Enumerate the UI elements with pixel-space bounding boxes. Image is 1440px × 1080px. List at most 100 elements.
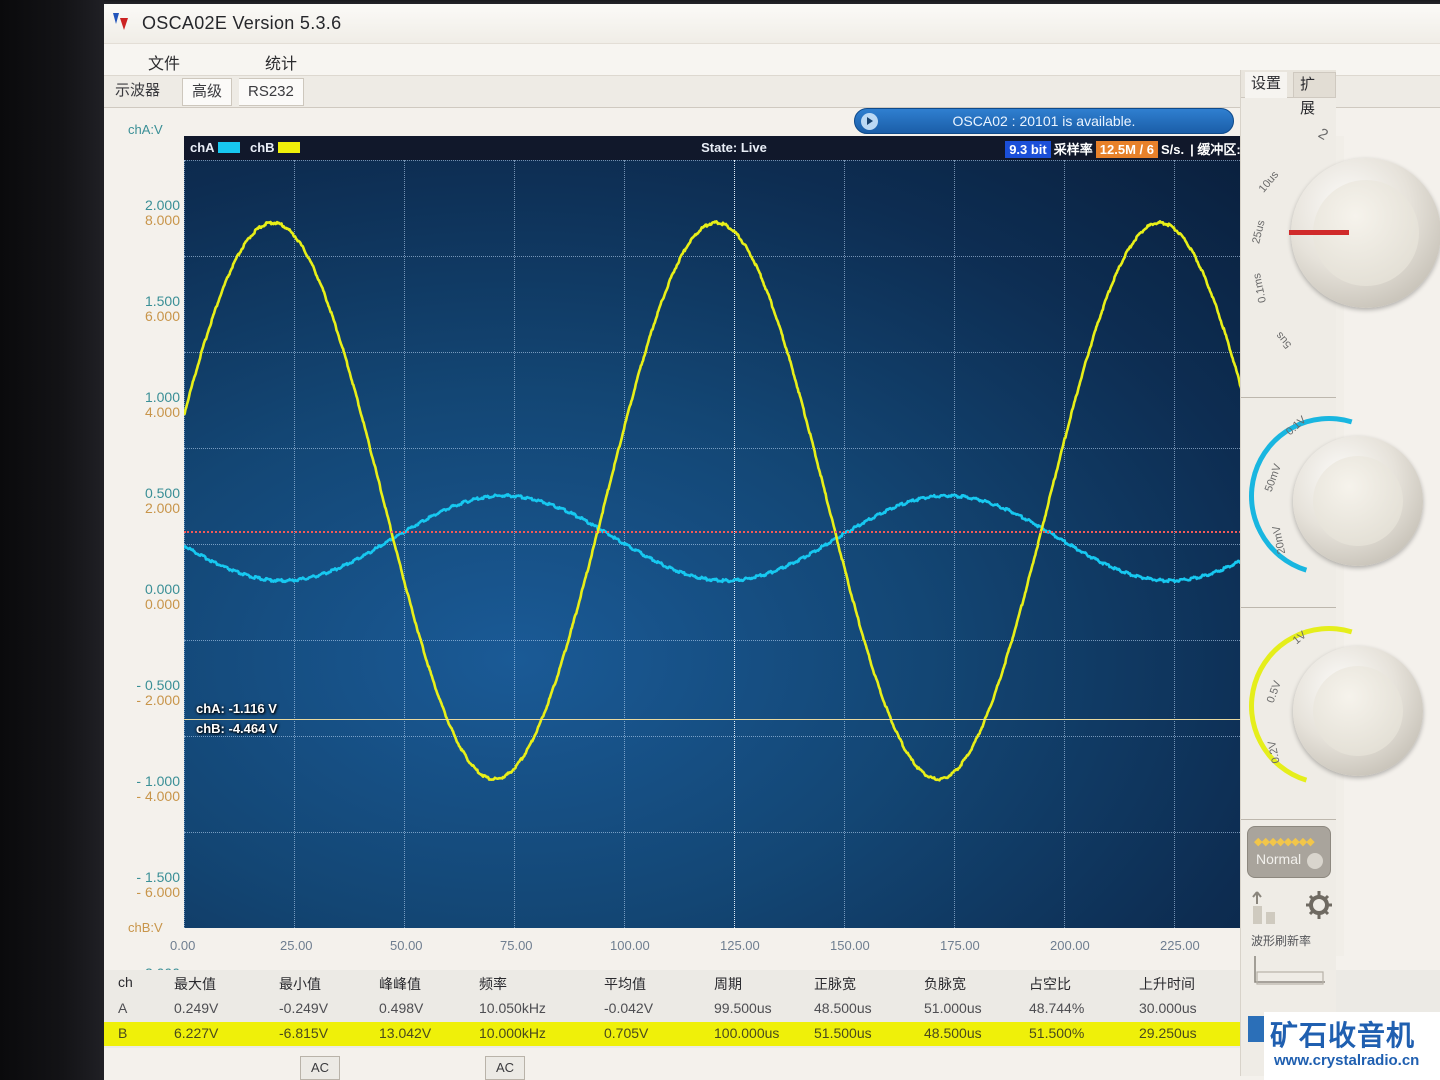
grid-horizontal <box>184 352 1284 353</box>
watermark: 矿石收音机 www.crystalradio.cn <box>1264 1012 1440 1080</box>
measure-cursor-line[interactable] <box>184 719 1284 721</box>
scope-area: OSCA02 : 20101 is available. chA chB Sta… <box>104 108 1344 996</box>
x-tick: 200.00 <box>1050 938 1090 953</box>
y-tick: 1.500 6.000 <box>145 294 180 324</box>
y-tick-cha: - 0.500 <box>136 677 180 693</box>
y-tick-chb: - 2.000 <box>136 692 180 708</box>
notification-text: OSCA02 : 20101 is available. <box>952 113 1136 129</box>
table-row: 29.250us <box>1139 1025 1197 1041</box>
grid-horizontal <box>184 544 1284 545</box>
y-tick-cha: 1.500 <box>144 293 180 309</box>
waveform-plot[interactable]: chA: -1.116 V chB: -4.464 V 2.8 <box>184 160 1284 928</box>
table-row: 48.744% <box>1029 1000 1085 1016</box>
grid-horizontal <box>184 160 1284 161</box>
status-cha-label: chA <box>190 140 215 155</box>
grid-horizontal <box>184 736 1284 737</box>
timebase-label-01ms: 0.1ms <box>1251 272 1269 304</box>
settings-panel-tabs: 设置 扩展 <box>1241 70 1336 117</box>
timebase-knob[interactable] <box>1289 158 1440 308</box>
table-row: B <box>118 1025 128 1041</box>
table-row: 100.000us <box>714 1025 780 1041</box>
status-state: State: Live <box>701 140 767 155</box>
x-tick: 175.00 <box>940 938 980 953</box>
table-row: 48.500us <box>814 1000 872 1016</box>
y-tick-chb: 2.000 <box>144 500 180 516</box>
table-row: -6.815V <box>279 1025 329 1041</box>
table-header: 平均值 <box>604 976 646 992</box>
waveform-traces <box>184 220 1284 782</box>
trigger-mode-box[interactable]: ◆◆◆◆◆◆◆◆ Normal <box>1247 826 1331 878</box>
table-header: 最小值 <box>279 976 321 992</box>
y-tick: 2.000 8.000 <box>145 198 180 228</box>
y-tick-cha: 0.000 <box>144 581 180 597</box>
notification-banner[interactable]: OSCA02 : 20101 is available. <box>854 108 1234 134</box>
status-cha[interactable]: chA <box>190 140 240 155</box>
table-header: ch <box>118 974 133 990</box>
watermark-url: www.crystalradio.cn <box>1274 1052 1420 1069</box>
y-tick-chb: 8.000 <box>144 212 180 228</box>
cursor-label-chb: chB: -4.464 V <box>196 721 278 737</box>
cha-volts-knob[interactable] <box>1293 436 1423 566</box>
table-row: 99.500us <box>714 1000 772 1016</box>
y-tick: 0.000 0.000 <box>145 582 180 612</box>
menu-item-statistics[interactable]: 统计 <box>265 56 298 73</box>
monitor-bezel-top <box>104 0 1440 6</box>
table-row: 0.249V <box>174 1000 219 1016</box>
table-row: 13.042V <box>379 1025 432 1041</box>
tab-rs232[interactable]: RS232 <box>239 78 304 106</box>
table-header: 峰峰值 <box>379 976 421 992</box>
trigger-waveform-icon: ◆◆◆◆◆◆◆◆ <box>1254 836 1315 848</box>
chb-coupling-button[interactable]: AC <box>485 1056 525 1080</box>
zero-reference-line[interactable] <box>184 531 1284 533</box>
y-tick-chb: 0.000 <box>144 596 180 612</box>
menu-item-file[interactable]: 文件 <box>148 56 181 73</box>
table-row: 48.500us <box>924 1025 982 1041</box>
table-row: 51.500% <box>1029 1025 1085 1041</box>
title-bar: OSCA02E Version 5.3.6 <box>104 4 1440 44</box>
status-rate-label: 采样率 <box>1053 142 1093 157</box>
cursor-label-cha: chA: -1.116 V <box>196 701 277 717</box>
tab-settings[interactable]: 设置 <box>1245 72 1288 98</box>
table-header: 上升时间 <box>1139 976 1195 992</box>
tab-advanced[interactable]: 高级 <box>182 78 233 106</box>
table-row: 6.227V <box>174 1025 219 1041</box>
y-tick-chb: 6.000 <box>144 308 180 324</box>
grid-horizontal <box>184 256 1284 257</box>
chb-volts-section: 1V 0.5V 0.2V <box>1220 597 1438 820</box>
refresh-rate-icon[interactable] <box>1249 888 1295 928</box>
table-row: 51.000us <box>924 1000 982 1016</box>
refresh-rate-slider[interactable] <box>1247 950 1331 992</box>
table-header: 最大值 <box>174 976 216 992</box>
y-tick: - 1.500- 6.000 <box>136 870 180 900</box>
trigger-mode-knob[interactable] <box>1307 853 1323 869</box>
y-axis-title-chb: chB:V <box>128 920 163 935</box>
settings-panel: 设置 扩展 10us 25us 0.1ms 2 5us 0.1V 50mV 20… <box>1220 70 1440 1076</box>
x-tick: 50.00 <box>390 938 423 953</box>
tab-oscilloscope[interactable]: 示波器 <box>115 82 161 99</box>
settings-gear-icon[interactable] <box>1303 888 1335 922</box>
table-header: 频率 <box>479 976 507 992</box>
x-tick: 125.00 <box>720 938 760 953</box>
table-row: -0.249V <box>279 1000 329 1016</box>
x-tick: 75.00 <box>500 938 533 953</box>
table-row: 0.498V <box>379 1000 424 1016</box>
grid-horizontal <box>184 448 1284 449</box>
table-header: 正脉宽 <box>814 976 856 992</box>
cha-volts-section: 0.1V 50mV 20mV <box>1220 387 1438 608</box>
status-chb[interactable]: chB <box>250 140 300 155</box>
cha-coupling-button[interactable]: AC <box>300 1056 340 1080</box>
y-tick-chb: 4.000 <box>144 404 180 420</box>
status-bits: 9.3 bit <box>1005 141 1051 158</box>
chb-volts-knob[interactable] <box>1293 646 1423 776</box>
table-header: 负脉宽 <box>924 976 966 992</box>
y-tick-cha: 0.500 <box>144 485 180 501</box>
y-tick: 0.500 2.000 <box>145 486 180 516</box>
tab-extended[interactable]: 扩展 <box>1293 72 1336 117</box>
y-tick: - 1.000- 4.000 <box>136 774 180 804</box>
table-row: 30.000us <box>1139 1000 1197 1016</box>
x-tick: 225.00 <box>1160 938 1200 953</box>
table-header: 占空比 <box>1029 976 1071 992</box>
y-tick-cha: 2.000 <box>144 197 180 213</box>
